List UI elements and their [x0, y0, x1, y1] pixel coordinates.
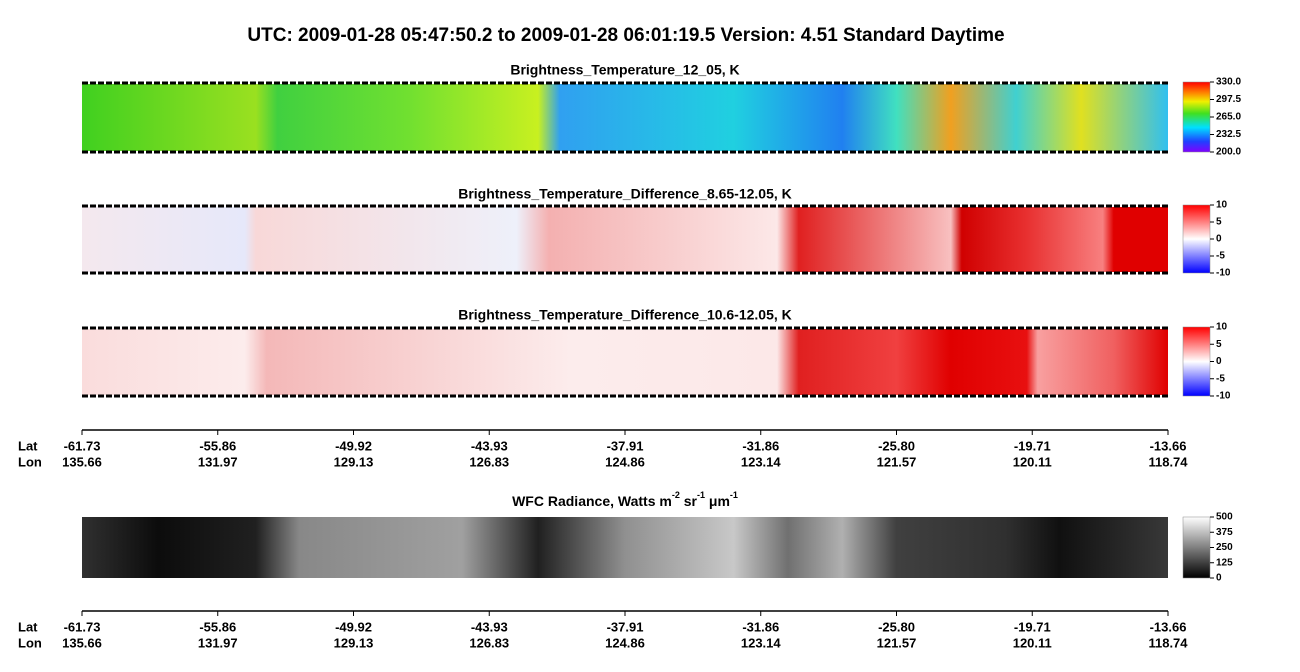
title-part: μm — [705, 493, 730, 509]
colorbar-tick-label: 5 — [1216, 339, 1222, 350]
axis-tick-label: -25.80 — [878, 438, 915, 453]
axis-tick-label: 120.11 — [1013, 454, 1052, 469]
axis-row-label: Lat — [18, 619, 38, 634]
colorbar-tick-label: 375 — [1216, 527, 1233, 538]
image-strip — [82, 84, 1168, 151]
axis-tick-label: 123.14 — [741, 454, 782, 469]
axis-tick-label: 135.66 — [62, 635, 102, 650]
axis-tick-label: 124.86 — [605, 635, 645, 650]
title-part: sr — [680, 493, 698, 509]
colorbar-tick-label: 200.0 — [1216, 147, 1241, 158]
colorbar-tick-label: 0 — [1216, 234, 1222, 245]
colorbar-tick-label: 500 — [1216, 512, 1233, 523]
colorbar-tick-label: 10 — [1216, 322, 1228, 333]
axis-tick-label: 121.57 — [877, 635, 917, 650]
colorbar-tick-label: -10 — [1216, 268, 1231, 279]
colorbar-tick-label: 0 — [1216, 573, 1222, 584]
axis-tick-label: -49.92 — [335, 438, 372, 453]
colorbar-tick-label: -5 — [1216, 373, 1225, 384]
colorbar — [1182, 516, 1211, 579]
axis-tick-label: -13.66 — [1150, 619, 1187, 634]
colorbar-tick-label: 265.0 — [1216, 112, 1241, 123]
colorbar-tick-label: 250 — [1216, 542, 1233, 553]
axis-tick-label: 118.74 — [1148, 454, 1188, 469]
axis-tick-label: -31.86 — [742, 438, 779, 453]
panel-title: Brightness_Temperature_Difference_10.6-1… — [458, 307, 792, 323]
page-title: UTC: 2009-01-28 05:47:50.2 to 2009-01-28… — [247, 25, 1004, 46]
colorbar-tick-label: 125 — [1216, 557, 1233, 568]
axis-tick-label: 124.86 — [605, 454, 645, 469]
axis-tick-label: -31.86 — [742, 619, 779, 634]
colorbar-tick-label: -10 — [1216, 391, 1231, 402]
title-part: -1 — [730, 490, 738, 500]
axis-tick-label: -13.66 — [1150, 438, 1187, 453]
axis-tick-label: -43.93 — [471, 619, 508, 634]
colorbar-tick-label: 5 — [1216, 217, 1222, 228]
colorbar — [1182, 204, 1211, 274]
colorbar-tick-label: 0 — [1216, 356, 1222, 367]
axis-tick-label: 131.97 — [198, 454, 238, 469]
axis-tick-label: 123.14 — [741, 635, 782, 650]
panel-title: WFC Radiance, Watts m-2 sr-1 μm-1 — [512, 490, 738, 508]
axis-tick-label: 118.74 — [1148, 635, 1188, 650]
axis-tick-label: 129.13 — [334, 454, 374, 469]
axis-tick-label: -61.73 — [64, 438, 101, 453]
axis-tick-label: 120.11 — [1013, 635, 1052, 650]
axis-tick-label: -19.71 — [1014, 619, 1051, 634]
axis-tick-label: 126.83 — [469, 454, 509, 469]
colorbar — [1182, 326, 1211, 397]
axis-tick-label: -55.86 — [199, 619, 236, 634]
colorbar-tick-label: 297.5 — [1216, 94, 1241, 105]
colorbar — [1182, 81, 1211, 153]
axis-tick-label: -55.86 — [199, 438, 236, 453]
image-strip — [82, 329, 1168, 395]
axis-row-label: Lon — [18, 454, 42, 469]
title-part: -1 — [697, 490, 705, 500]
axis-tick-label: -25.80 — [878, 619, 915, 634]
axis-tick-label: -61.73 — [64, 619, 101, 634]
panel-title: Brightness_Temperature_Difference_8.65-1… — [458, 186, 792, 202]
image-strip — [82, 207, 1168, 272]
axis-tick-label: -43.93 — [471, 438, 508, 453]
colorbar-tick-label: -5 — [1216, 251, 1225, 262]
title-part: -2 — [672, 490, 680, 500]
image-strip — [82, 517, 1168, 578]
colorbar-tick-label: 232.5 — [1216, 129, 1241, 140]
axis-tick-label: -37.91 — [607, 438, 644, 453]
axis-tick-label: 135.66 — [62, 454, 102, 469]
axis-tick-label: 126.83 — [469, 635, 509, 650]
axis-tick-label: -49.92 — [335, 619, 372, 634]
axis-row-label: Lon — [18, 635, 42, 650]
axis-tick-label: -19.71 — [1014, 438, 1051, 453]
axis-tick-label: 121.57 — [877, 454, 917, 469]
axis-row-label: Lat — [18, 438, 38, 453]
panel-title: Brightness_Temperature_12_05, K — [510, 62, 739, 78]
colorbar-tick-label: 10 — [1216, 200, 1228, 211]
axis-tick-label: 131.97 — [198, 635, 238, 650]
title-part: WFC Radiance, Watts m — [512, 493, 672, 509]
colorbar-tick-label: 330.0 — [1216, 77, 1241, 88]
axis-tick-label: -37.91 — [607, 619, 644, 634]
axis-tick-label: 129.13 — [334, 635, 374, 650]
